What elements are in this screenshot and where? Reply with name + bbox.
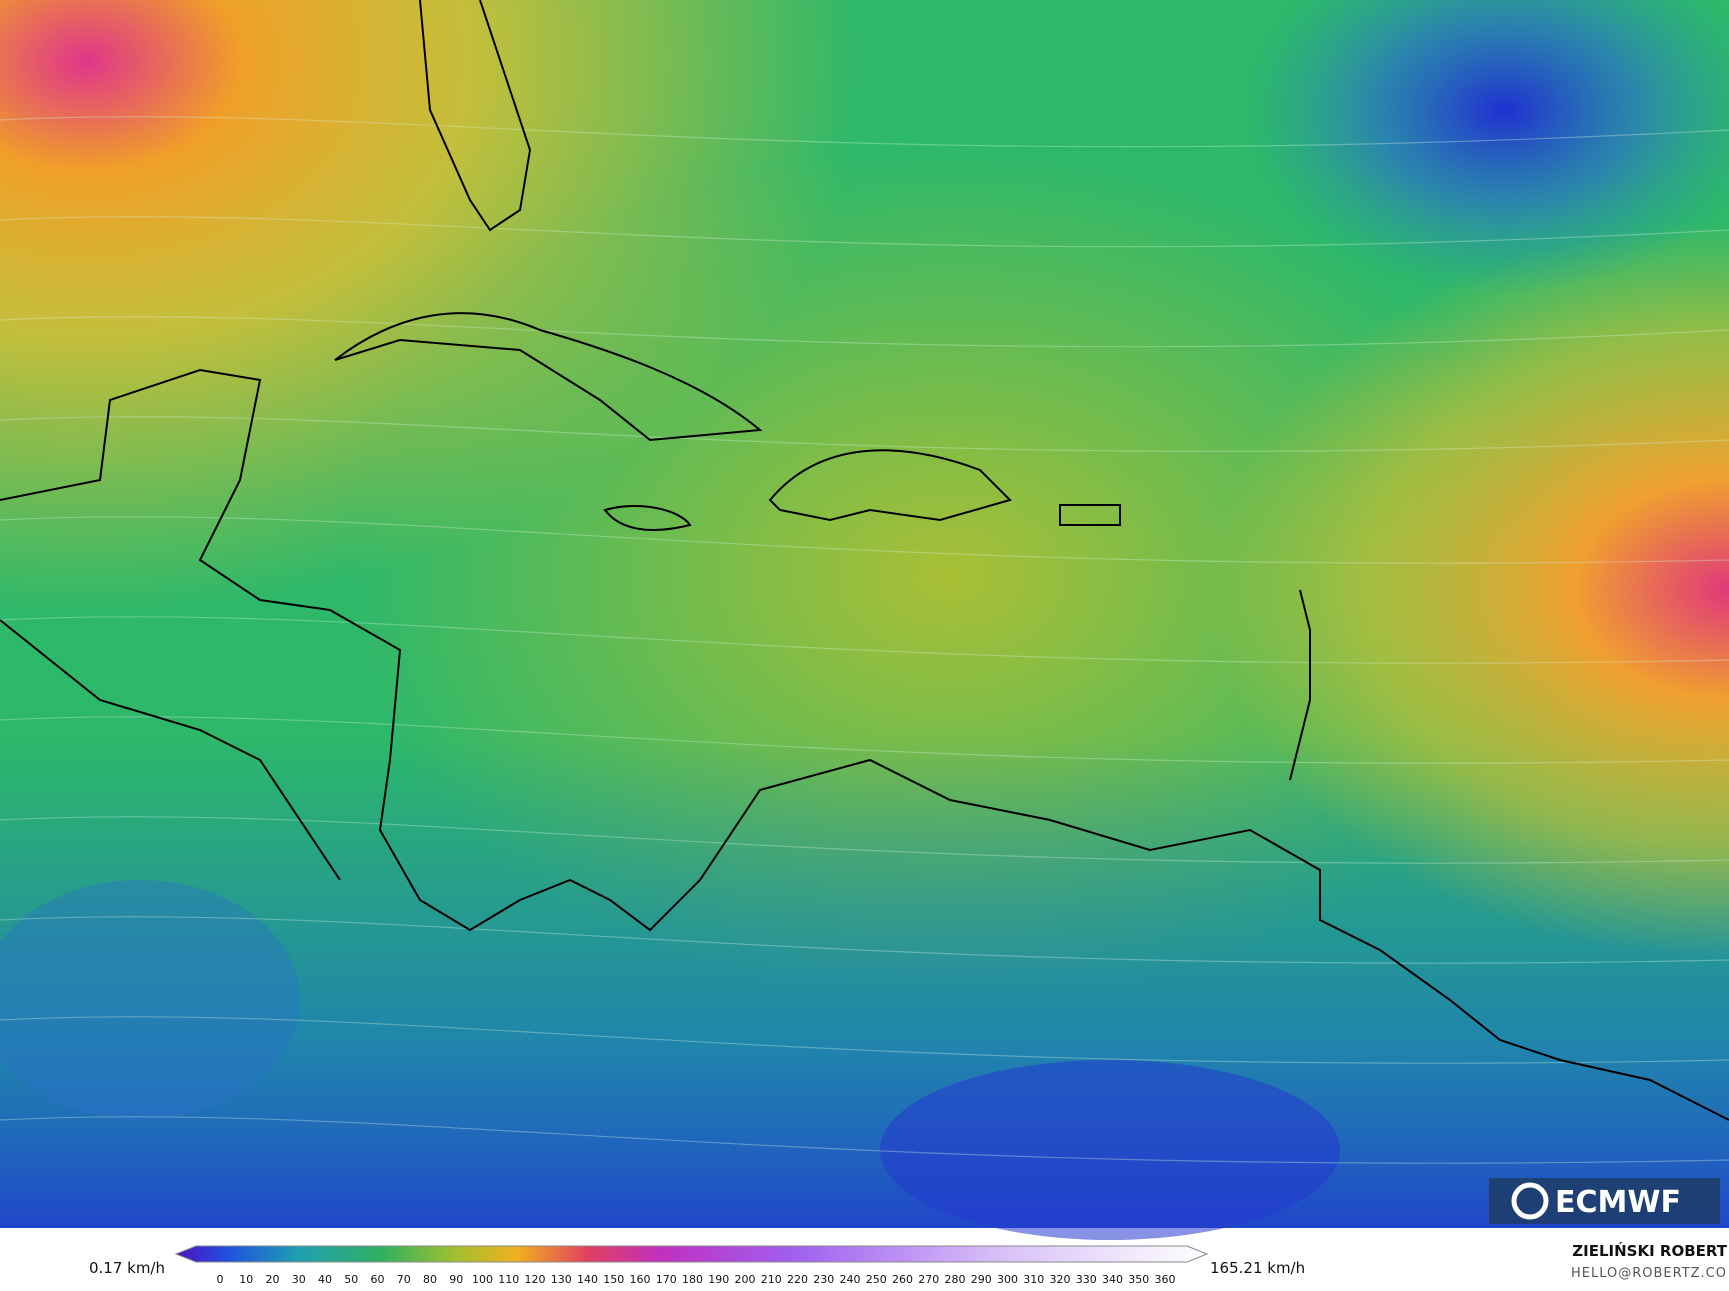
- logo-box: ECMWF: [1489, 1178, 1720, 1224]
- colorbar-tick-label: 250: [866, 1273, 887, 1286]
- colorbar-tick-label: 330: [1076, 1273, 1097, 1286]
- min-label: 0.17 km/h: [89, 1259, 165, 1277]
- colorbar-tick-label: 240: [840, 1273, 861, 1286]
- colorbar-tick-label: 200: [735, 1273, 756, 1286]
- streamlines: [0, 116, 1729, 1164]
- wind-field: [0, 0, 1729, 1240]
- colorbar-tick-label: 20: [266, 1273, 280, 1286]
- colorbar-tick-label: 360: [1155, 1273, 1176, 1286]
- colorbar-tick-label: 140: [577, 1273, 598, 1286]
- colorbar-tick-label: 60: [371, 1273, 385, 1286]
- colorbar-tick-label: 70: [397, 1273, 411, 1286]
- colorbar-tick-label: 260: [892, 1273, 913, 1286]
- colorbar: 0.17 km/h 165.21 km/h 0 10 20 30 40 50 60 70 80 9…: [89, 1245, 1305, 1286]
- colorbar-tick-label: 340: [1102, 1273, 1123, 1286]
- colorbar-tick-label: 300: [997, 1273, 1018, 1286]
- colorbar-tick-label: 90: [449, 1273, 463, 1286]
- colorbar-tick-label: 160: [630, 1273, 651, 1286]
- colorbar-tick-label: 50: [344, 1273, 358, 1286]
- credit-author: ZIELIŃSKI ROBERT: [1572, 1241, 1727, 1260]
- colorbar-tick-label: 10: [239, 1273, 253, 1286]
- logo-text: ECMWF: [1555, 1185, 1681, 1220]
- colorbar-tick-label: 290: [971, 1273, 992, 1286]
- colorbar-tick-label: 280: [945, 1273, 966, 1286]
- colorbar-tick-label: 40: [318, 1273, 332, 1286]
- colorbar-tick-label: 320: [1050, 1273, 1071, 1286]
- colorbar-tick-label: 270: [918, 1273, 939, 1286]
- colorbar-tick-label: 350: [1128, 1273, 1149, 1286]
- credit-contact: HELLO@ROBERTZ.CO: [1571, 1266, 1727, 1281]
- colorbar-tick-label: 100: [472, 1273, 493, 1286]
- colorbar-tick-label: 230: [813, 1273, 834, 1286]
- colorbar-tick-label: 80: [423, 1273, 437, 1286]
- colorbar-tick-label: 110: [498, 1273, 519, 1286]
- colorbar-gradient: [174, 1245, 1209, 1263]
- colorbar-tick-label: 180: [682, 1273, 703, 1286]
- colorbar-tick-label: 130: [551, 1273, 572, 1286]
- colorbar-tick-label: 150: [603, 1273, 624, 1286]
- colorbar-tick-label: 170: [656, 1273, 677, 1286]
- colorbar-tick-label: 30: [292, 1273, 306, 1286]
- colorbar-tick-label: 210: [761, 1273, 782, 1286]
- colorbar-tick-label: 120: [525, 1273, 546, 1286]
- colorbar-tick-label: 310: [1023, 1273, 1044, 1286]
- colorbar-tick-label: 220: [787, 1273, 808, 1286]
- coastlines: [0, 0, 1729, 1121]
- max-label: 165.21 km/h: [1210, 1259, 1305, 1277]
- colorbar-tick-label: 190: [708, 1273, 729, 1286]
- colorbar-tick-label: 0: [217, 1273, 224, 1286]
